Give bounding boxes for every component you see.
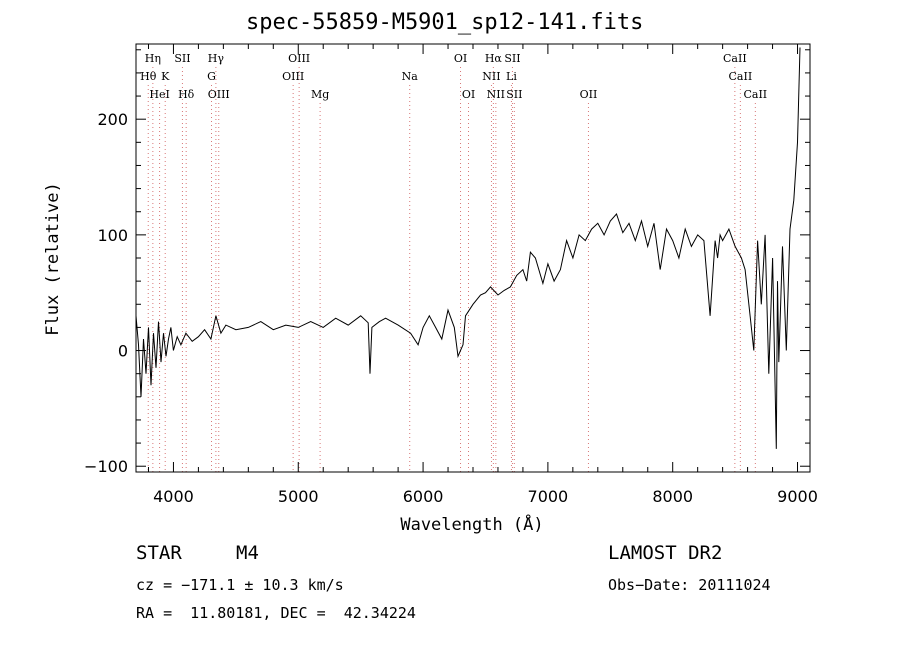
x-tick-label: 5000 <box>278 487 319 506</box>
spectral-line-label: OIII <box>288 52 310 65</box>
object-type: STAR <box>136 542 182 564</box>
y-axis: −100 0 100 200 <box>84 49 810 476</box>
x-tick-label: 8000 <box>652 487 693 506</box>
y-tick-label: 100 <box>97 226 128 245</box>
spectral-line-label: HeI <box>149 88 169 101</box>
x-tick-label: 6000 <box>403 487 444 506</box>
spectral-line-label: SII <box>506 88 522 101</box>
spectral-line-label: OII <box>580 88 598 101</box>
y-tick-label: −100 <box>84 457 128 476</box>
x-tick-label: 7000 <box>528 487 569 506</box>
spectrum-series-line <box>135 47 801 449</box>
y-tick-label: 0 <box>118 342 128 361</box>
coordinates: RA = 11.80181, DEC = 42.34224 <box>136 604 416 622</box>
spectral-line-label: Mg <box>311 88 329 101</box>
spectral-line-label: Hη <box>145 52 161 65</box>
observation-date: Obs−Date: 20111024 <box>608 576 771 594</box>
spectral-line-label: NII <box>487 88 505 101</box>
spectral-line-label: SII <box>504 52 520 65</box>
spectral-line-label: Li <box>506 70 517 83</box>
spectral-line-label: Hγ <box>208 52 225 65</box>
x-tick-label: 9000 <box>777 487 818 506</box>
redshift-velocity: cz = −171.1 ± 10.3 km/s <box>136 576 344 594</box>
spectral-line-label: Hθ <box>140 70 157 83</box>
spectral-line-label: OI <box>462 88 475 101</box>
spectral-line-label: Hα <box>485 52 503 65</box>
spectral-line-label: OIII <box>282 70 304 83</box>
spectral-line-label: OI <box>454 52 467 65</box>
x-tick-label: 4000 <box>153 487 194 506</box>
spectral-line-label: CaII <box>723 52 747 65</box>
spectral-line-label: NII <box>482 70 500 83</box>
spectral-line-label: G <box>207 70 216 83</box>
plot-frame <box>135 43 811 473</box>
spectral-line-label: Hδ <box>178 88 195 101</box>
spectral-line-label: SII <box>174 52 190 65</box>
object-subclass: M4 <box>236 542 259 564</box>
spectral-line-label: CaII <box>729 70 753 83</box>
survey-name: LAMOST DR2 <box>608 542 723 564</box>
y-tick-label: 200 <box>97 110 128 129</box>
y-axis-label: Flux (relative) <box>43 182 63 336</box>
spectral-line-label: OIII <box>208 88 230 101</box>
spectral-line-label: K <box>161 70 170 83</box>
spectral-line-label: CaII <box>743 88 767 101</box>
chart-title: spec-55859-M5901_sp12-141.fits <box>246 10 644 35</box>
spectral-line-markers <box>147 67 756 472</box>
x-axis: 4000 5000 6000 7000 8000 9000 <box>147 44 818 506</box>
x-axis-label: Wavelength (Å) <box>400 513 543 535</box>
spectral-line-label: Na <box>402 70 419 83</box>
